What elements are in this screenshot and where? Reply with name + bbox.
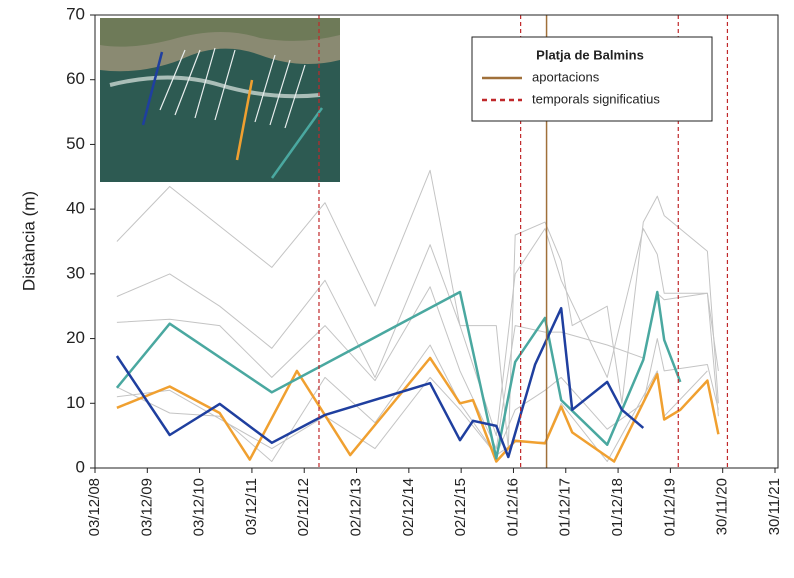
y-axis-label: Distància (m) (19, 191, 38, 291)
x-tick-label: 02/12/13 (348, 478, 365, 536)
x-tick-label: 30/11/20 (714, 478, 731, 535)
series-line (116, 228, 719, 437)
series-line (116, 356, 720, 463)
x-tick-label: 03/12/09 (138, 478, 155, 536)
x-tick-label: 02/12/12 (295, 478, 312, 536)
legend-label: temporals significatius (532, 91, 660, 106)
y-tick-label: 40 (66, 199, 85, 218)
y-tick-label: 60 (66, 69, 85, 88)
x-tick-label: 01/12/18 (609, 478, 626, 536)
y-tick-label: 70 (66, 4, 85, 23)
y-tick-label: 0 (76, 457, 85, 476)
legend-label: aportacions (532, 69, 600, 84)
plot-frame (94, 14, 779, 469)
series-line (116, 338, 719, 462)
x-tick-label: 01/12/16 (504, 478, 521, 536)
y-tick-label: 20 (66, 328, 85, 347)
y-tick-label: 10 (66, 393, 85, 412)
plot (115, 15, 729, 468)
x-tick-label: 01/12/17 (557, 478, 574, 536)
x-tick-label: 03/12/10 (191, 478, 208, 536)
x-tick-label: 02/12/14 (400, 478, 417, 536)
y-tick-label: 50 (66, 134, 85, 153)
series-line (115, 306, 645, 459)
inset-photo (100, 18, 340, 182)
x-tick-label: 01/12/19 (661, 478, 678, 536)
y-tick-label: 30 (66, 263, 85, 282)
series-line (116, 169, 719, 450)
series-line (115, 290, 682, 460)
legend-title: Platja de Balmins (536, 47, 644, 62)
x-tick-label: 03/12/08 (86, 478, 103, 536)
x-tick-label: 02/12/15 (452, 478, 469, 536)
x-tick-label: 30/11/21 (766, 478, 783, 535)
x-tick-label: 03/12/11 (243, 478, 260, 535)
